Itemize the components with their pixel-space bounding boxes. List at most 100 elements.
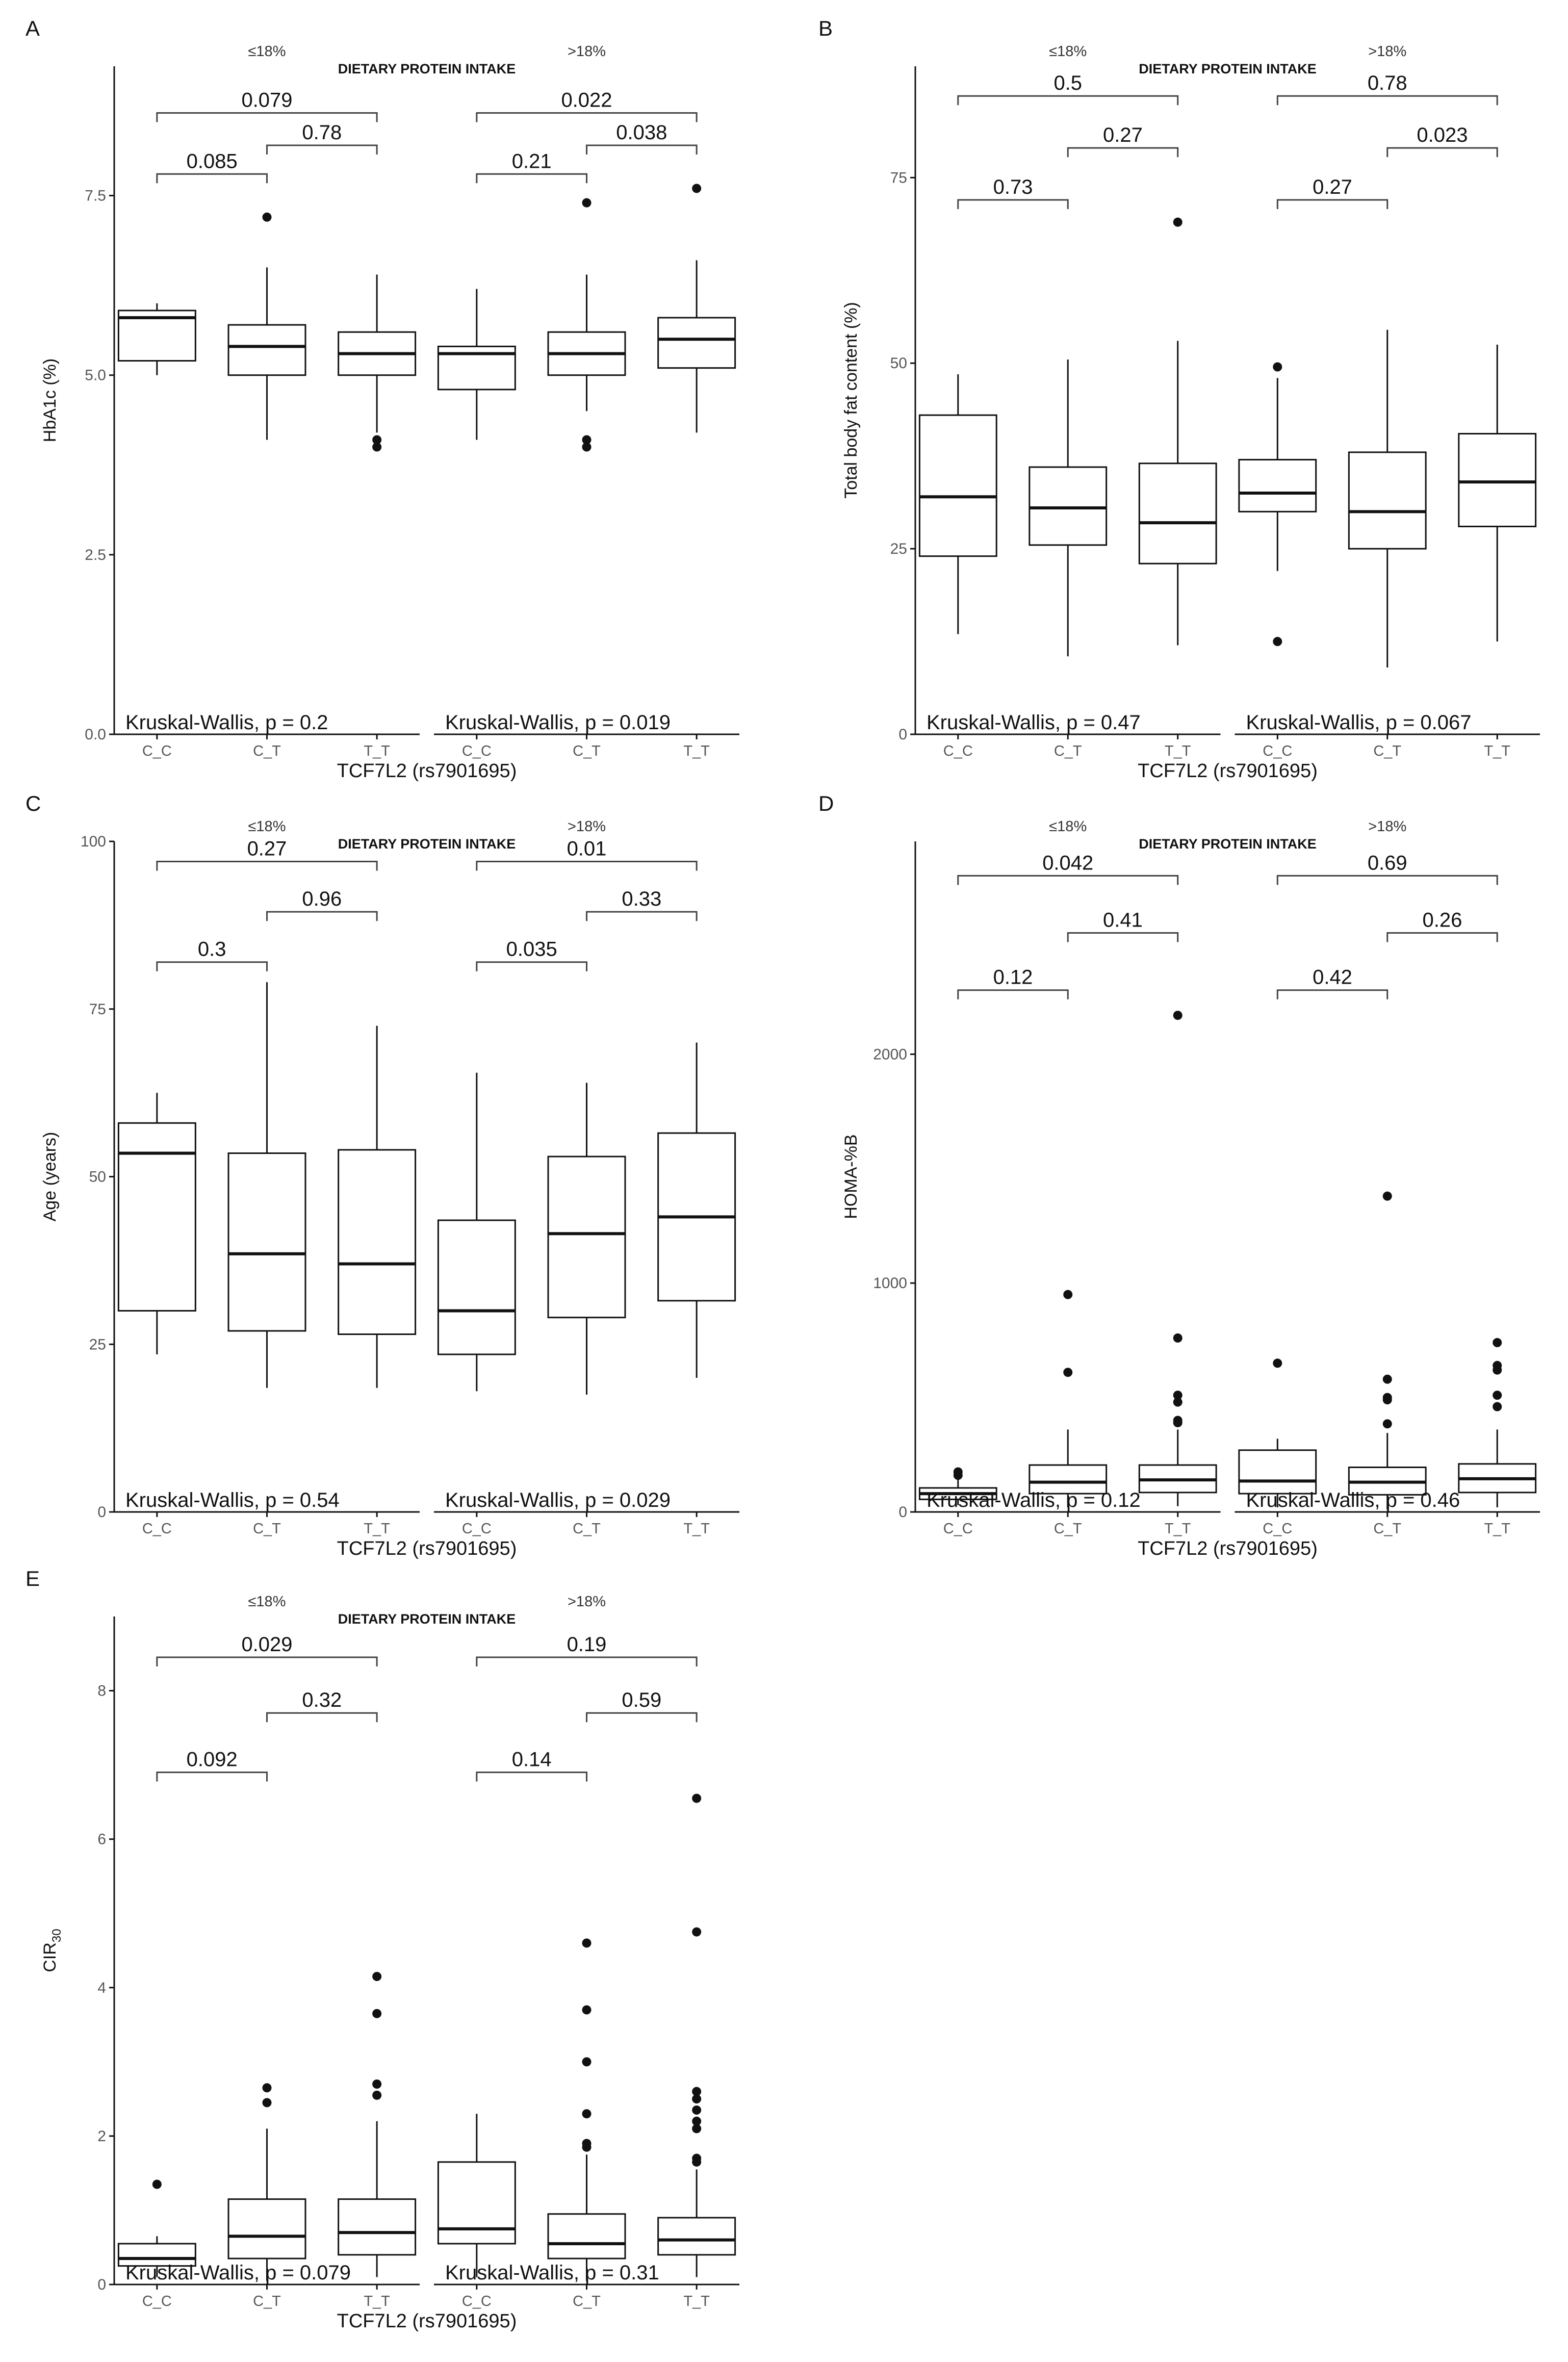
outlier-point: [372, 2009, 382, 2018]
iqr-box: [227, 2198, 306, 2260]
bracket-line: [1067, 932, 1179, 942]
boxplot-c-c: [117, 303, 196, 375]
iqr-box: [117, 1122, 196, 1312]
facet-title: DIETARY PROTEIN INTAKE: [338, 61, 516, 76]
y-tick-label: 6: [97, 1831, 106, 1848]
comparison-bracket: 0.023: [1386, 124, 1498, 158]
comparison-bracket: 0.33: [586, 888, 698, 921]
boxplot-c-c: [437, 2114, 516, 2277]
p-value-label: 0.19: [567, 1633, 607, 1656]
panel-d: 0 1000 2000 HOMA-%B ≤18% C_C C_T T_T 0.042 0.41 0.…: [841, 818, 1540, 1559]
p-value-label: 0.022: [561, 89, 612, 112]
comparison-bracket: 0.21: [476, 150, 587, 184]
x-tick-label: C_C: [142, 743, 172, 759]
x-tick-label: C_T: [253, 2293, 281, 2309]
facet-label: ≤18%: [1049, 43, 1087, 60]
bracket-line: [957, 199, 1069, 209]
outlier-point: [1063, 1368, 1073, 1377]
outlier-point: [582, 1938, 592, 1948]
outlier-point: [1273, 1358, 1282, 1368]
iqr-box: [1238, 458, 1317, 512]
panel-label: C: [25, 791, 41, 815]
p-value-label: 0.5: [1053, 72, 1082, 94]
outlier-point: [372, 2079, 382, 2089]
facet-0: ≤18% C_C C_T T_T 0.5 0.27 0.73 Kruskal-Wallis, …: [915, 43, 1221, 759]
outlier-point: [692, 184, 702, 193]
iqr-box: [117, 2243, 196, 2267]
outlier-point: [692, 2105, 702, 2115]
outlier-point: [1493, 1338, 1502, 1347]
panel-label: B: [818, 16, 833, 40]
iqr-box: [437, 1219, 516, 1355]
y-axis-label: CIR30: [40, 1929, 64, 1972]
x-tick-label: C_T: [573, 743, 601, 759]
comparison-bracket: 0.035: [476, 938, 587, 971]
kruskal-wallis-label: Kruskal-Wallis, p = 0.019: [445, 711, 671, 734]
y-tick-label: 75: [890, 169, 907, 186]
boxplot-c-t: [1348, 329, 1427, 667]
y-tick-label: 0: [898, 726, 907, 743]
kruskal-wallis-label: Kruskal-Wallis, p = 0.2: [125, 711, 328, 734]
bracket-line: [156, 860, 378, 871]
y-tick-label: 100: [81, 833, 106, 850]
comparison-bracket: 0.59: [586, 1689, 698, 1723]
outlier-point: [582, 442, 592, 452]
outlier-point: [1382, 1395, 1392, 1405]
outlier-point: [692, 2116, 702, 2126]
boxplot-c-t: [227, 2083, 306, 2281]
y-tick-label: 2000: [873, 1046, 907, 1063]
outlier-point: [582, 198, 592, 208]
x-tick-label: C_C: [142, 2293, 172, 2309]
y-tick-label: 0: [97, 2276, 106, 2293]
y-tick-label: 50: [890, 355, 907, 372]
bracket-line: [156, 1656, 378, 1667]
outlier-point: [1173, 1011, 1183, 1020]
x-tick-label: T_T: [364, 743, 390, 759]
y-axis-label: Total body fat content (%): [841, 302, 861, 499]
outlier-point: [1273, 362, 1282, 372]
y-tick-label: 5.0: [85, 367, 106, 384]
panel-label: E: [25, 1567, 40, 1590]
x-tick-label: T_T: [1165, 1521, 1191, 1537]
p-value-label: 0.01: [567, 837, 607, 860]
x-tick-label: C_T: [1054, 1521, 1082, 1537]
comparison-bracket: 0.69: [1276, 852, 1498, 885]
p-value-label: 0.092: [187, 1749, 238, 1771]
bracket-line: [586, 911, 698, 921]
kruskal-wallis-label: Kruskal-Wallis, p = 0.31: [445, 2262, 659, 2284]
boxplot-t-t: [657, 184, 736, 433]
outlier-point: [1382, 1419, 1392, 1429]
boxplot-c-t: [1029, 1290, 1108, 1508]
x-tick-label: T_T: [683, 2293, 710, 2309]
outlier-point: [1173, 1397, 1183, 1407]
outlier-point: [1173, 217, 1183, 227]
x-tick-label: T_T: [1484, 743, 1510, 759]
outlier-point: [692, 2157, 702, 2167]
facet-0: ≤18% C_C C_T T_T 0.042 0.41 0.12 Kruskal-Wallis…: [915, 818, 1221, 1537]
bracket-line: [266, 144, 378, 155]
panel-label: A: [25, 16, 40, 40]
y-tick-label: 0: [97, 1504, 106, 1521]
iqr-box: [1348, 451, 1427, 550]
x-tick-label: C_C: [462, 2293, 492, 2309]
facet-label: >18%: [1368, 43, 1406, 60]
x-axis-label: TCF7L2 (rs7901695): [337, 2310, 517, 2332]
boxplot-c-c: [1238, 362, 1317, 647]
y-tick-label: 4: [97, 1980, 106, 1996]
bracket-line: [476, 860, 698, 871]
outlier-point: [692, 1793, 702, 1803]
x-tick-label: C_T: [1054, 743, 1082, 759]
outlier-point: [582, 2142, 592, 2152]
outlier-point: [1063, 1290, 1073, 1299]
panel-b: 0 25 50 75 Total body fat content (%) ≤18% C_C…: [841, 43, 1540, 782]
comparison-bracket: 0.73: [957, 176, 1069, 209]
y-tick-label: 8: [97, 1683, 106, 1700]
p-value-label: 0.12: [993, 966, 1033, 989]
x-tick-label: C_T: [573, 2293, 601, 2309]
boxplot-c-t: [227, 212, 306, 440]
y-tick-label: 25: [89, 1336, 106, 1353]
comparison-bracket: 0.5: [957, 72, 1179, 106]
panel-c: 0 25 50 75 100 Age (years) ≤18% C_C C_T T_T 0.27 0.…: [40, 818, 739, 1559]
boxplot-c-c: [918, 1467, 997, 1505]
x-tick-label: T_T: [683, 743, 710, 759]
